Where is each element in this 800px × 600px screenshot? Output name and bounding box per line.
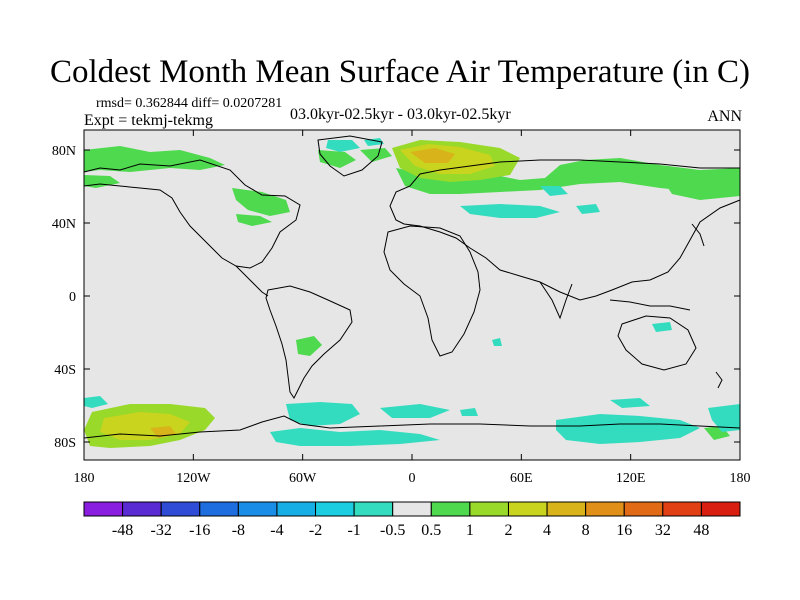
greenland-positive-b	[360, 148, 392, 162]
colorbar-swatch	[276, 501, 317, 517]
south-atlantic-negative	[84, 396, 108, 408]
south-america-coast	[265, 285, 353, 399]
eurasia-coast	[389, 159, 741, 301]
east-siberia-positive	[660, 172, 740, 200]
colorbar-swatch	[160, 501, 201, 517]
central-america-coast	[235, 265, 269, 297]
colorbar-label: -48	[112, 522, 133, 539]
stats-label: rmsd= 0.362844 diff= 0.0207281	[96, 96, 283, 111]
scandinavia-positive-core	[410, 148, 455, 163]
warm-anomalies	[84, 140, 740, 448]
lon-tick-label: 60W	[289, 471, 317, 486]
southern-ocean-negative-b	[460, 408, 478, 416]
new-zealand-coast	[715, 371, 723, 389]
colorbar-label: 16	[616, 522, 632, 539]
lat-tick-label: 40S	[54, 363, 76, 378]
southern-ocean-negative	[380, 404, 450, 418]
lat-tick-label: 40N	[52, 217, 76, 232]
colorbar-label: -2	[309, 522, 322, 539]
colorbar-label: 8	[582, 522, 590, 539]
siberia-positive	[396, 158, 740, 194]
colorbar-label: 48	[693, 522, 709, 539]
africa-coast	[383, 225, 481, 357]
weddell-negative-b	[270, 428, 440, 446]
colorbar-labels: -48 -32 -16 -8 -4 -2 -1 -0.5 0.5 1 2 4 8 16 32 48	[112, 522, 709, 539]
weddell-sea-negative	[286, 402, 360, 426]
colorbar-swatch	[700, 501, 741, 517]
australia-negative	[652, 322, 672, 332]
colorbar-label: -4	[270, 522, 283, 539]
experiment-label: Expt = tekmj-tekmg	[84, 112, 213, 129]
colorbar-swatch	[546, 501, 587, 517]
east-antarctic-negative-b	[610, 398, 650, 408]
season-label: ANN	[707, 108, 742, 125]
antarctica-coast	[83, 415, 741, 439]
eurasia-negative	[460, 204, 560, 218]
hudson-positive	[232, 188, 290, 216]
lon-tick-label: 120E	[616, 471, 646, 486]
colorbar-swatch	[122, 501, 162, 517]
lon-tick-label: 180	[730, 471, 751, 486]
greenland-coast	[317, 135, 383, 177]
indian-ocean-negative	[492, 338, 502, 346]
colorbar-label: -16	[189, 522, 210, 539]
greenland-negative	[326, 140, 360, 152]
japan-coast	[691, 223, 705, 247]
period-label: 03.0kyr-02.5kyr - 03.0kyr-02.5kyr	[290, 106, 511, 123]
colorbar-label: -1	[347, 522, 360, 539]
colorbar-swatch	[469, 501, 509, 517]
lon-tick-label: 0	[409, 471, 416, 486]
antarctic-far-east-negative	[708, 404, 740, 432]
china-negative	[576, 204, 600, 214]
west-europe-positive	[236, 214, 272, 226]
east-antarctic-negative	[556, 414, 700, 444]
colorbar-label: -0.5	[380, 522, 405, 539]
patagonia-positive	[296, 336, 322, 356]
colorbar-label: 32	[655, 522, 671, 539]
east-europe-negative	[540, 186, 568, 196]
colorbar-swatch	[237, 501, 278, 517]
colorbar-label: 0.5	[421, 522, 441, 539]
lat-tick-label: 80N	[52, 144, 76, 159]
page-title: Coldest Month Mean Surface Air Temperatu…	[50, 54, 750, 90]
lon-tick-label: 180	[74, 471, 95, 486]
lon-tick-label: 60E	[510, 471, 533, 486]
axis-tick-labels: 180 120W 60W 0 60E 120E 180 80N 40N 0 40S 80S	[52, 144, 751, 486]
colorbar	[83, 501, 741, 517]
colorbar-swatch	[315, 501, 355, 517]
australia-coast	[617, 315, 697, 371]
colorbar-swatch	[662, 501, 702, 517]
arctic-canada-positive	[84, 146, 225, 172]
colorbar-label: -8	[232, 522, 245, 539]
colorbar-swatch	[623, 501, 664, 517]
lon-tick-label: 120W	[176, 471, 211, 486]
colorbar-swatch	[199, 501, 239, 517]
axis-ticks	[83, 130, 741, 460]
lat-tick-label: 0	[69, 290, 76, 305]
map-panel	[83, 129, 741, 461]
colorbar-swatch	[392, 501, 432, 517]
lat-tick-label: 80S	[54, 436, 76, 451]
colorbar-swatch	[507, 501, 548, 517]
north-america-coast	[83, 159, 301, 269]
cool-anomalies	[84, 138, 740, 446]
colorbar-swatch	[585, 501, 625, 517]
india-coast	[539, 281, 573, 320]
colorbar-label: 1	[466, 522, 474, 539]
colorbar-label: -32	[151, 522, 172, 539]
colorbar-label: 4	[543, 522, 551, 539]
indonesia-coast	[609, 299, 691, 311]
colorbar-swatch	[83, 501, 124, 517]
colorbar-swatch	[430, 501, 471, 517]
coastlines	[83, 135, 741, 439]
colorbar-swatch	[353, 501, 394, 517]
colorbar-label: 2	[504, 522, 512, 539]
